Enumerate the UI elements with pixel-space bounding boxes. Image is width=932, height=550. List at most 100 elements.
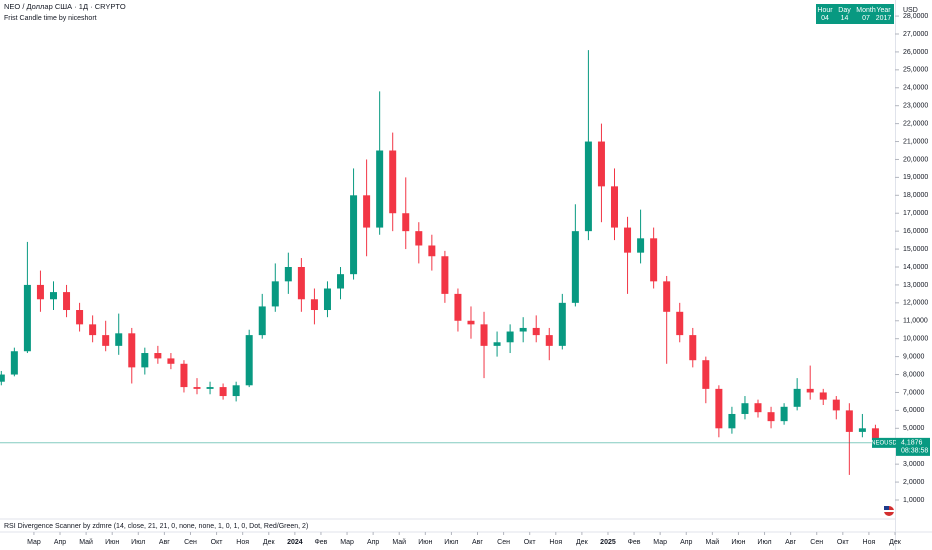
- info-table: [816, 4, 894, 24]
- info-label: Year: [876, 7, 891, 14]
- candle-body: [350, 195, 358, 275]
- y-tick-label: 5,0000: [903, 425, 925, 432]
- candle-body: [63, 292, 71, 311]
- x-tick-label: Окт: [524, 539, 537, 546]
- candle-body: [637, 238, 645, 253]
- candle-body: [219, 387, 227, 397]
- y-tick-label: 25,0000: [903, 67, 928, 74]
- candle-body: [506, 331, 514, 343]
- candle-body: [610, 186, 618, 228]
- candle-body: [245, 335, 253, 386]
- info-label: Day: [838, 7, 851, 14]
- indicator-name: RSI Divergence Scanner by zdmre (14, clo…: [4, 523, 308, 530]
- candle-body: [415, 231, 423, 246]
- info-value: 2017: [876, 15, 892, 22]
- countdown: 08:38:58: [901, 448, 928, 455]
- x-tick-label: Июл: [757, 539, 771, 546]
- candle-body: [571, 231, 579, 303]
- x-tick-label: Июл: [131, 539, 145, 546]
- candle-body: [363, 195, 371, 228]
- price-badge: [896, 437, 930, 456]
- candle-body: [258, 306, 266, 336]
- candle-body: [337, 274, 345, 289]
- x-tick-label: Сен: [497, 539, 510, 546]
- price-label: 4,1876: [901, 440, 923, 447]
- x-tick-label: Мар: [27, 539, 41, 546]
- x-tick-label: Фев: [314, 539, 327, 546]
- candle-body: [271, 281, 279, 307]
- candle-body: [376, 150, 384, 228]
- candle-body: [323, 288, 331, 311]
- y-tick-label: 18,0000: [903, 192, 928, 199]
- candle-body: [780, 406, 788, 422]
- candle-body: [428, 245, 436, 257]
- x-tick-label: Сен: [184, 539, 197, 546]
- y-tick-label: 6,0000: [903, 407, 925, 414]
- x-tick-label: Фев: [628, 539, 641, 546]
- info-value: 07: [862, 15, 870, 22]
- candle-body: [115, 333, 123, 346]
- candle-body: [310, 299, 318, 311]
- x-tick-label: Авг: [472, 539, 483, 546]
- x-tick-label: Авг: [159, 539, 170, 546]
- candle-body: [584, 141, 592, 232]
- candle-body: [793, 388, 801, 407]
- candle-body: [624, 227, 632, 253]
- x-tick-label: Апр: [54, 539, 66, 546]
- y-tick-label: 8,0000: [903, 371, 925, 378]
- info-label: Hour: [817, 7, 833, 14]
- symbol-badge: [872, 437, 896, 448]
- x-tick-label: Май: [392, 538, 406, 546]
- candle-body: [141, 353, 149, 368]
- y-tick-label: 19,0000: [903, 174, 928, 181]
- candle-body: [650, 238, 658, 282]
- candle-body: [467, 320, 475, 325]
- x-tick-label: Авг: [785, 539, 796, 546]
- candle-body: [154, 353, 162, 359]
- candle-body: [819, 392, 827, 400]
- candle-body: [206, 387, 214, 389]
- y-tick-label: 28,0000: [903, 13, 928, 20]
- candle-body: [89, 324, 97, 336]
- candle-body: [480, 324, 488, 346]
- candle-body: [193, 387, 201, 389]
- candle-body: [558, 302, 566, 346]
- candle-body: [36, 284, 44, 300]
- candle-body: [741, 403, 749, 414]
- candle-body: [597, 141, 605, 187]
- candle-body: [389, 150, 397, 214]
- symbol-label: NEOUSD: [871, 440, 897, 446]
- candle-body: [519, 327, 527, 332]
- flag-icon: [884, 506, 894, 516]
- x-tick-label: 2024: [287, 539, 303, 546]
- candle-body: [858, 428, 866, 432]
- candle-body: [10, 351, 18, 375]
- y-tick-label: 24,0000: [903, 85, 928, 92]
- candle-body: [728, 413, 736, 429]
- y-tick-label: 9,0000: [903, 353, 925, 360]
- y-tick-label: 2,0000: [903, 479, 925, 486]
- x-tick-label: Сен: [810, 539, 823, 546]
- x-tick-label: Июн: [105, 539, 119, 546]
- candle-body: [76, 310, 84, 325]
- candle-body: [532, 327, 540, 336]
- y-tick-label: 1,0000: [903, 497, 925, 504]
- candle-body: [23, 284, 31, 352]
- y-tick-label: 12,0000: [903, 300, 928, 307]
- currency: USD: [903, 7, 918, 14]
- candle-body: [402, 213, 410, 232]
- y-tick-label: 15,0000: [903, 246, 928, 253]
- candle-body: [806, 388, 814, 393]
- candle-body: [689, 335, 697, 361]
- x-tick-label: Апр: [680, 539, 692, 546]
- y-tick-label: 21,0000: [903, 138, 928, 145]
- y-tick-label: 17,0000: [903, 210, 928, 217]
- x-tick-label: Ноя: [863, 539, 876, 546]
- candle-body: [676, 311, 684, 336]
- candle-body: [167, 358, 175, 364]
- x-tick-label: Мар: [653, 539, 667, 546]
- candle-body: [832, 399, 840, 411]
- x-tick-label: Июн: [418, 539, 432, 546]
- candle-body: [871, 428, 879, 443]
